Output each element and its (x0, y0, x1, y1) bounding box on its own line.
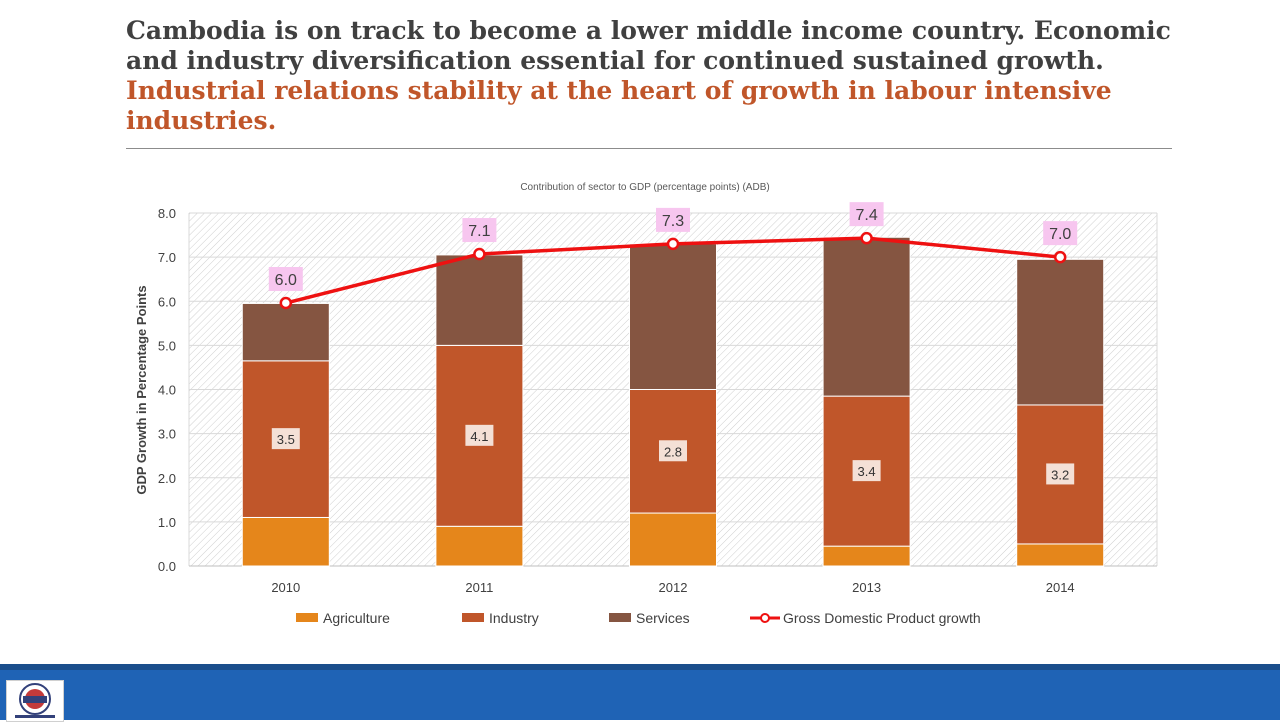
bar-services (629, 243, 717, 390)
gdp-label-bg (462, 218, 497, 243)
legend-label-gdp: Gross Domestic Product growth (783, 610, 981, 626)
slide-title-line2: Industrial relations stability at the he… (126, 76, 1112, 135)
gdp-growth-point (473, 247, 486, 261)
y-tick-label: 3.0 (158, 427, 176, 442)
gdp-growth-point (1053, 250, 1067, 264)
gdp-label-bg (656, 207, 690, 232)
legend-label-industry: Industry (489, 610, 539, 626)
legend-label-agriculture: Agriculture (323, 610, 390, 626)
bar-label-bg (271, 428, 300, 450)
slide-title: Cambodia is on track to become a lower m… (126, 16, 1176, 136)
legend-swatch-industry (462, 613, 484, 622)
gdp-growth-point (860, 231, 873, 245)
bar-agriculture (629, 512, 717, 567)
gdp-growth-label: 7.1 (468, 223, 490, 240)
legend-swatch-services (609, 613, 631, 622)
bar-services (435, 254, 524, 346)
bar-label-industry: 3.5 (277, 432, 295, 447)
x-tick-label: 2011 (465, 580, 493, 595)
x-tick-label: 2012 (659, 580, 688, 595)
organization-logo (6, 680, 64, 722)
y-tick-label: 8.0 (158, 206, 176, 221)
gdp-contribution-chart: 0.0 1.0 2.0 3.0 4.0 5.0 6.0 7.0 8.0 Contribution … (134, 182, 1158, 626)
bar-agriculture (1016, 543, 1105, 567)
gdp-label-bg (268, 267, 303, 292)
bar-label-industry: 3.4 (858, 464, 876, 479)
x-tick-label: 2013 (852, 580, 881, 595)
bar-services (1016, 258, 1105, 406)
y-tick-label: 7.0 (158, 250, 176, 265)
title-divider (126, 148, 1172, 149)
gdp-label-bg (849, 202, 884, 227)
y-tick-label: 6.0 (158, 294, 176, 309)
bar-services (822, 236, 911, 397)
bar-services (241, 302, 330, 362)
legend-swatch-agriculture (296, 613, 318, 622)
y-tick-label: 5.0 (158, 338, 176, 353)
chart-title: Contribution of sector to GDP (percentag… (520, 182, 769, 193)
bar-agriculture (241, 516, 330, 567)
y-axis-label: GDP Growth in Percentage Points (134, 285, 149, 494)
y-tick-label: 2.0 (158, 471, 176, 486)
gdp-growth-label: 7.4 (855, 207, 877, 224)
y-tick-label: 0.0 (158, 559, 176, 574)
bar-agriculture (435, 525, 524, 567)
bar-label-industry: 2.8 (664, 444, 682, 459)
bar-label-bg (1046, 463, 1075, 485)
bar-label-bg (852, 460, 881, 482)
bar-agriculture (822, 545, 911, 567)
y-tick-label: 1.0 (158, 515, 176, 530)
legend-label-services: Services (636, 610, 690, 626)
bar-label-bg (659, 440, 687, 462)
x-tick-label: 2010 (271, 580, 300, 595)
bar-label-bg (465, 424, 494, 446)
gdp-growth-point (666, 237, 680, 251)
gdp-growth-point (279, 296, 293, 310)
footer-bar (0, 664, 1280, 722)
gdp-growth-label: 7.0 (1049, 226, 1071, 243)
gdp-growth-label: 7.3 (662, 213, 684, 230)
gdp-growth-label: 6.0 (275, 272, 297, 289)
x-tick-label: 2014 (1046, 580, 1075, 595)
legend-marker-gdp (760, 613, 770, 623)
bar-label-industry: 4.1 (470, 429, 488, 444)
slide-title-line1: Cambodia is on track to become a lower m… (126, 16, 1171, 75)
y-tick-label: 4.0 (158, 383, 176, 398)
bar-label-industry: 3.2 (1051, 467, 1069, 482)
gdp-label-bg (1043, 221, 1078, 246)
